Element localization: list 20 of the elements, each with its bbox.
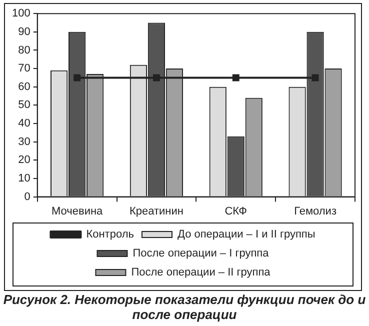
- y-tick-label: 80: [18, 44, 30, 56]
- y-tick-label: 10: [18, 172, 30, 185]
- legend-label: До операции – I и II группы: [177, 228, 316, 241]
- y-tick-label: 70: [18, 62, 30, 75]
- y-tick-label: 90: [18, 26, 30, 38]
- legend-label: Контроль: [86, 228, 134, 241]
- legend-label: После операции – II группа: [131, 266, 272, 279]
- x-tick-label: СКФ: [224, 205, 248, 218]
- y-tick-label: 0: [24, 190, 30, 203]
- y-tick-label: 40: [18, 118, 30, 130]
- legend-label: После операции – I группа: [132, 248, 270, 260]
- text: Рисунок 2. Некоторые показатели функции почек до и после операции: [2, 292, 367, 322]
- y-tick-label: 60: [18, 80, 30, 93]
- x-tick-label: Мочевина: [51, 205, 104, 218]
- x-tick-label: Креатинин: [129, 205, 184, 218]
- y-tick-label: 100: [12, 8, 30, 20]
- y-tick-label: 30: [18, 136, 30, 148]
- x-tick-label: Гемолиз: [294, 205, 336, 218]
- y-tick-label: 50: [18, 99, 30, 112]
- y-tick-label: 20: [18, 154, 30, 166]
